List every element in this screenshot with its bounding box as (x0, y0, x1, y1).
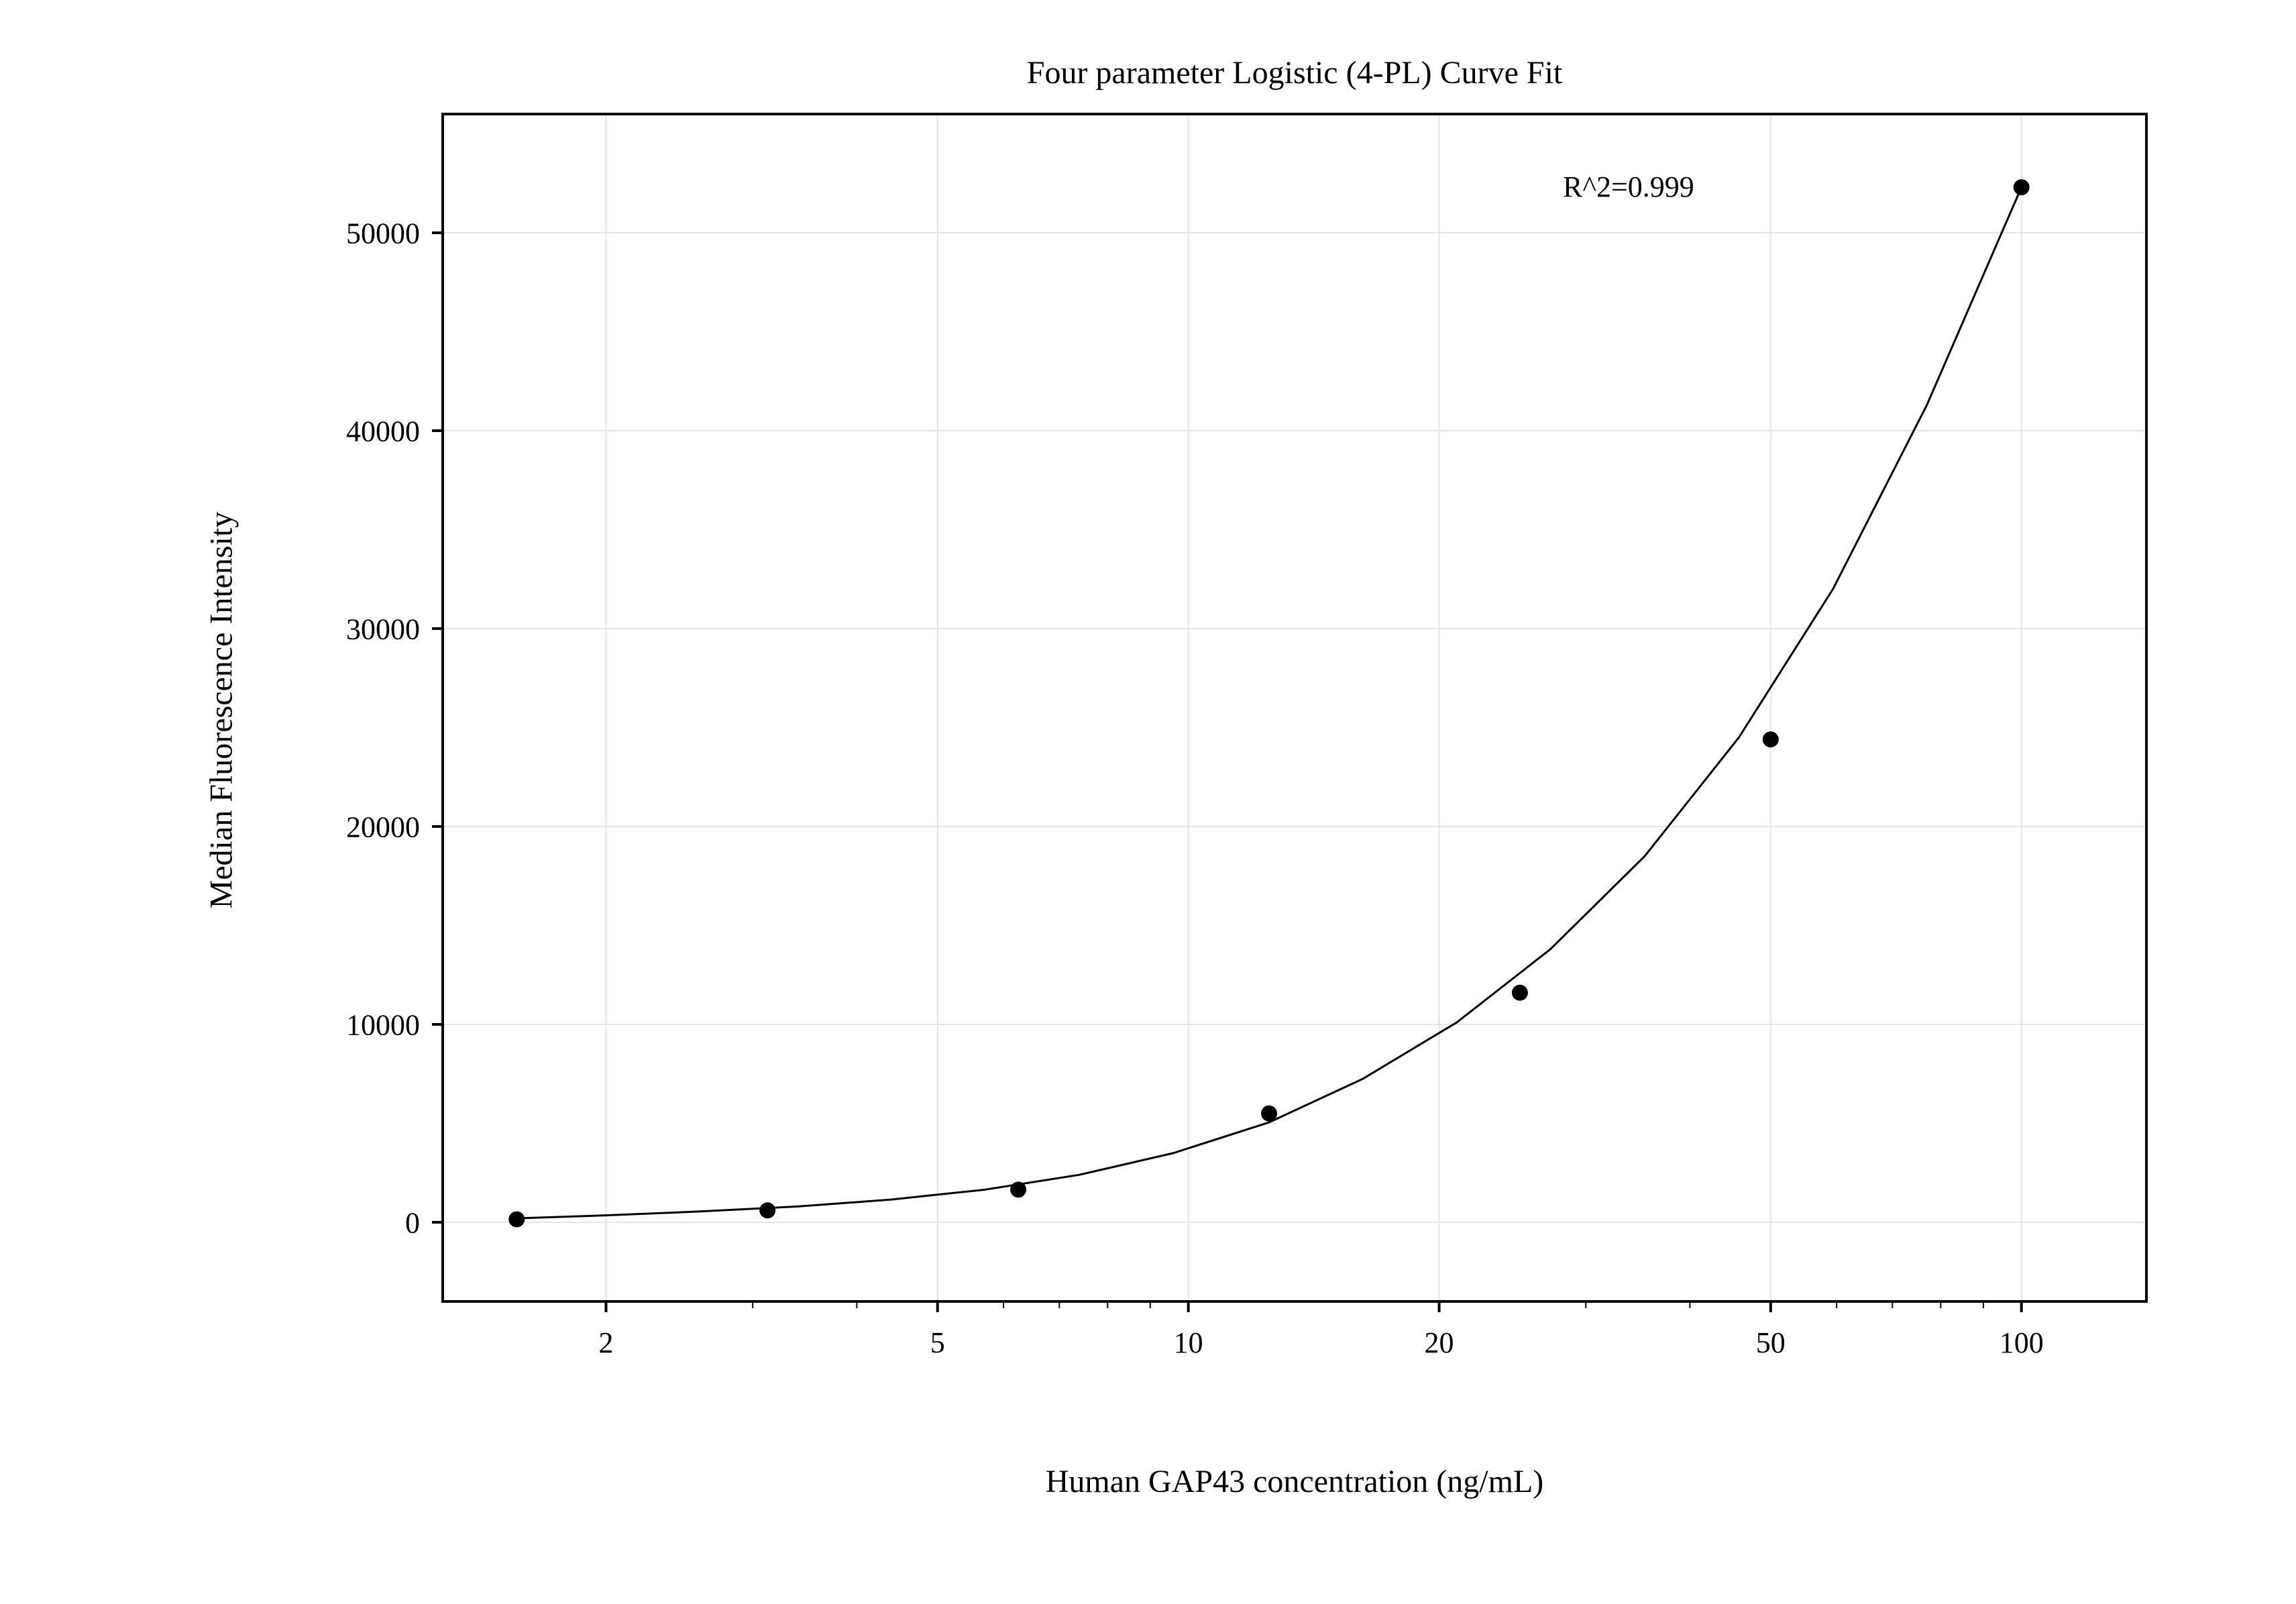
x-tick-label: 100 (2000, 1326, 2044, 1359)
data-point (2014, 179, 2030, 195)
grid (443, 114, 2146, 1301)
x-axis-label: Human GAP43 concentration (ng/mL) (959, 1463, 1630, 1500)
y-tick-label: 30000 (346, 612, 420, 645)
y-tick-label: 50000 (346, 217, 420, 250)
x-tick-label: 5 (930, 1326, 945, 1359)
x-tick-label: 2 (598, 1326, 613, 1359)
x-tick-label: 10 (1174, 1326, 1203, 1359)
y-tick-label: 20000 (346, 810, 420, 843)
data-point (1010, 1181, 1026, 1197)
x-tick-label: 50 (1756, 1326, 1786, 1359)
data-point (759, 1202, 775, 1218)
y-tick-label: 40000 (346, 415, 420, 447)
fit-curve (516, 187, 2021, 1218)
chart-svg: 2 5 10 20 50 100 0 10000 20000 30000 40000 50000 (0, 0, 2296, 1604)
chart-title: Four parameter Logistic (4-PL) Curve Fit (959, 54, 1630, 91)
r-squared-annotation: R^2=0.999 (1563, 170, 1694, 204)
data-point (1763, 731, 1779, 747)
data-point (1261, 1106, 1277, 1122)
data-point (508, 1212, 525, 1228)
y-axis-label: Median Fluorescence Intensity (203, 442, 240, 979)
chart-container: 2 5 10 20 50 100 0 10000 20000 30000 40000 50000 Fo… (0, 0, 2296, 1604)
plot-frame (443, 114, 2146, 1301)
data-point (1512, 985, 1528, 1001)
y-tick-label: 0 (405, 1206, 420, 1239)
y-tick-label: 10000 (346, 1008, 420, 1041)
x-tick-label: 20 (1425, 1326, 1454, 1359)
